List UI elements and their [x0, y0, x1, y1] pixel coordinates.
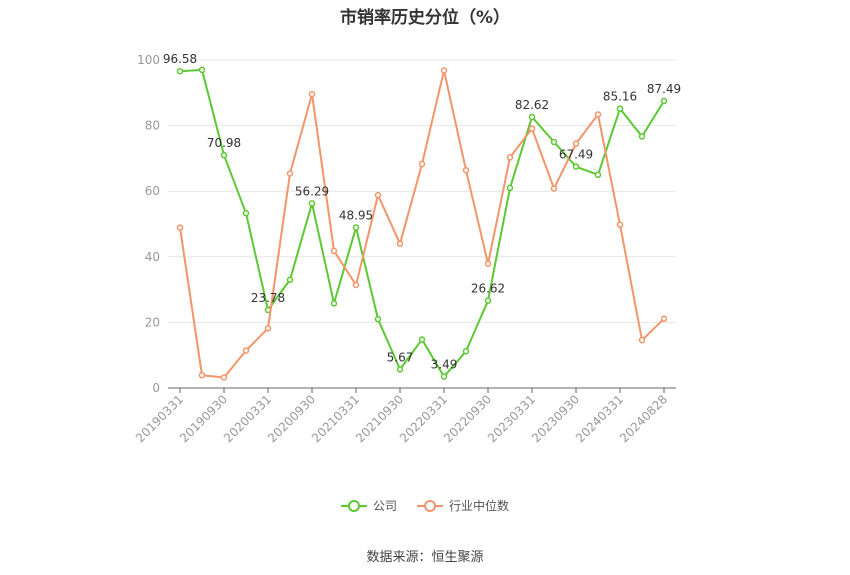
data-point: [286, 276, 294, 284]
data-point: [660, 97, 668, 105]
data-point: [308, 90, 316, 98]
data-point: [198, 371, 206, 379]
data-point: [198, 66, 206, 74]
y-tick-label: 80: [145, 119, 160, 133]
data-point: [418, 160, 426, 168]
legend-item-industry-median[interactable]: 行业中位数: [417, 497, 509, 514]
data-point: [330, 247, 338, 255]
y-tick-label: 20: [145, 315, 160, 329]
data-point: [462, 166, 470, 174]
data-point: [528, 125, 536, 132]
data-point: [660, 315, 668, 323]
data-point: [638, 336, 646, 344]
data-label: 3.49: [431, 358, 458, 372]
data-point: [220, 151, 228, 159]
data-point: [484, 297, 492, 304]
data-point: [352, 224, 360, 231]
data-label: 70.98: [207, 136, 241, 150]
data-point: [220, 374, 228, 381]
data-label: 26.62: [471, 282, 505, 296]
data-point: [308, 200, 316, 207]
y-tick-label: 0: [152, 381, 160, 395]
legend-item-company[interactable]: 公司: [340, 497, 397, 514]
legend-marker-company-icon: [340, 499, 367, 512]
y-tick-label: 40: [145, 250, 160, 264]
data-point: [374, 315, 382, 323]
data-point: [616, 221, 624, 228]
source-note: 数据来源：恒生聚源: [366, 550, 484, 565]
data-point: [594, 171, 602, 179]
data-point: [374, 191, 382, 199]
axes: 0204060801002019033120190930202003312020…: [133, 53, 676, 445]
data-point: [396, 366, 404, 373]
data-point: [638, 133, 646, 140]
data-point: [550, 185, 558, 192]
series-line-1: [179, 69, 665, 379]
series-lines: [176, 66, 668, 381]
series-line-0: [179, 68, 665, 378]
data-label: 82.62: [515, 98, 549, 112]
legend-label-company: 公司: [372, 499, 397, 513]
data-point: [484, 260, 492, 267]
data-point: [594, 111, 602, 118]
data-label: 48.95: [339, 208, 373, 222]
data-label: 85.16: [603, 90, 637, 104]
data-point: [440, 67, 448, 74]
data-point: [528, 113, 536, 121]
data-point: [506, 184, 514, 192]
data-point: [440, 373, 448, 380]
legend-marker-industry-icon: [417, 499, 443, 512]
data-label: 5.67: [387, 350, 414, 364]
data-point: [550, 138, 558, 146]
legend-label-industry-median: 行业中位数: [449, 499, 510, 513]
data-point: [396, 240, 404, 247]
y-tick-label: 100: [137, 53, 160, 67]
data-point: [462, 348, 470, 355]
chart-title: 市销率历史分位（%）: [339, 8, 511, 28]
x-tick-label: 20240828: [617, 392, 670, 445]
data-labels: 96.58 70.98 23.78 56.29 48.95 5.67 3.49 26.62 82…: [163, 52, 681, 371]
data-point: [352, 281, 360, 289]
gridlines: [168, 59, 676, 323]
data-point: [176, 67, 184, 75]
data-point: [330, 300, 338, 307]
data-point: [616, 105, 624, 112]
data-point: [286, 170, 294, 177]
data-point: [176, 224, 184, 231]
data-point: [242, 347, 250, 354]
legend: 公司 行业中位数: [0, 497, 850, 514]
data-label: 23.78: [251, 291, 285, 305]
data-label: 56.29: [295, 184, 329, 198]
data-label: 87.49: [647, 82, 681, 96]
data-point: [572, 140, 580, 147]
data-point: [506, 154, 514, 161]
data-point: [264, 325, 272, 332]
data-label: 67.49: [559, 148, 593, 162]
data-point: [572, 163, 580, 170]
y-tick-label: 60: [145, 184, 160, 198]
data-label: 96.58: [163, 52, 197, 66]
data-point: [418, 336, 426, 343]
data-point: [242, 209, 250, 217]
